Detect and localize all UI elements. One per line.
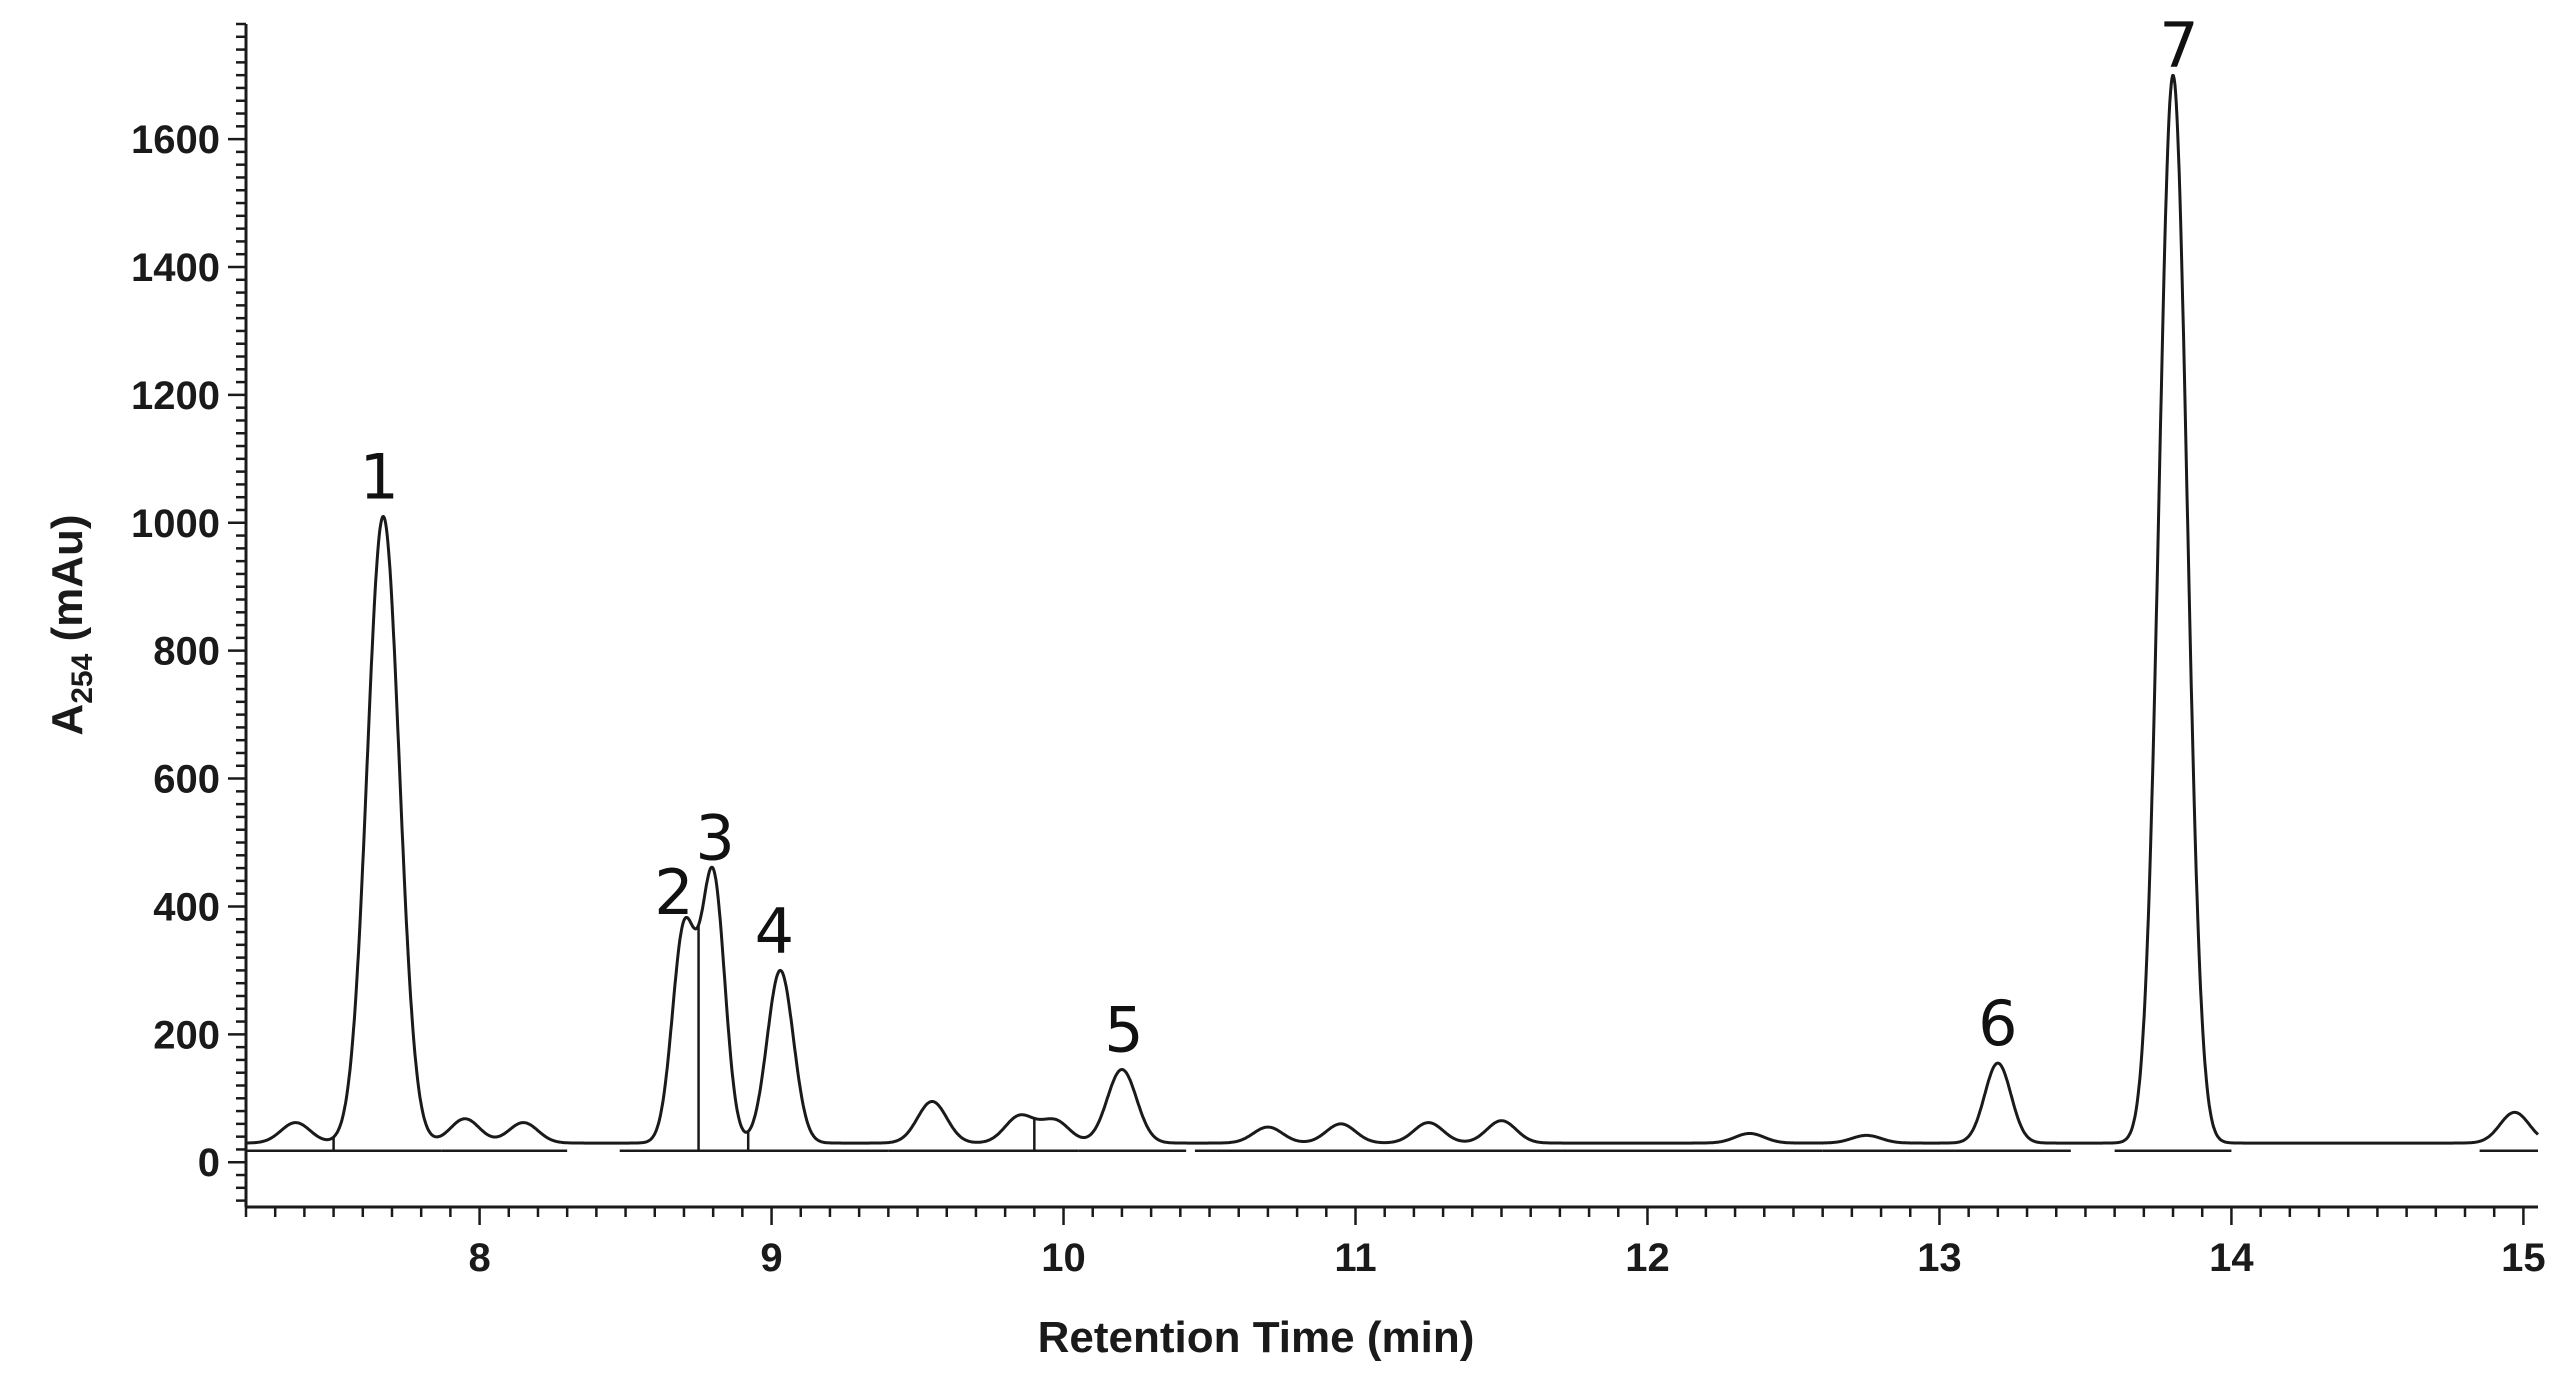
peak-label: 4 [755, 894, 794, 967]
x-tick-label: 10 [1041, 1236, 1086, 1280]
y-tick-label: 800 [153, 630, 220, 674]
y-tick-label: 200 [153, 1013, 220, 1057]
integration-baselines [246, 924, 2538, 1152]
x-axis-ticks: 8 9 10 11 12 13 14 15 [244, 1207, 2546, 1280]
x-tick-label: 15 [2501, 1236, 2546, 1280]
y-tick-label: 1400 [131, 246, 220, 290]
peak-labels: 1 234 5 6 7 [360, 9, 2199, 1066]
y-axis-title-main: A [43, 704, 92, 736]
peak-label: 7 [2159, 9, 2198, 82]
y-axis-ticks: 0 200 400 600 800 1000 1200 1400 1600 [131, 22, 246, 1202]
y-axis-title: A254 (mAu) [43, 514, 99, 735]
y-tick-label: 600 [153, 758, 220, 802]
x-tick-label: 14 [2209, 1236, 2254, 1280]
y-axis-title-unit: (mAu) [43, 514, 92, 653]
y-tick-label: 400 [153, 885, 220, 929]
y-tick-label: 1200 [131, 374, 220, 418]
peak-label: 5 [1104, 994, 1143, 1067]
x-axis-title: Retention Time (min) [1038, 1313, 1475, 1362]
x-tick-label: 8 [468, 1236, 490, 1280]
chromatogram-trace [245, 73, 2540, 1145]
x-tick-label: 12 [1625, 1236, 1670, 1280]
x-tick-label: 11 [1334, 1236, 1376, 1280]
y-tick-label: 1600 [131, 118, 220, 162]
peak-label: 1 [360, 440, 399, 513]
peak-label: 6 [1978, 987, 2017, 1060]
y-axis-title-subscript: 254 [66, 653, 99, 703]
y-tick-label: 0 [198, 1141, 220, 1185]
peak-label: 3 [695, 802, 734, 875]
y-tick-label: 1000 [131, 502, 220, 546]
x-tick-label: 9 [760, 1236, 782, 1280]
axes: 8 9 10 11 12 13 14 15 0200400600800100012001400… [131, 22, 2546, 1280]
peak-label: 2 [654, 856, 693, 929]
x-tick-label: 13 [1917, 1236, 1962, 1280]
